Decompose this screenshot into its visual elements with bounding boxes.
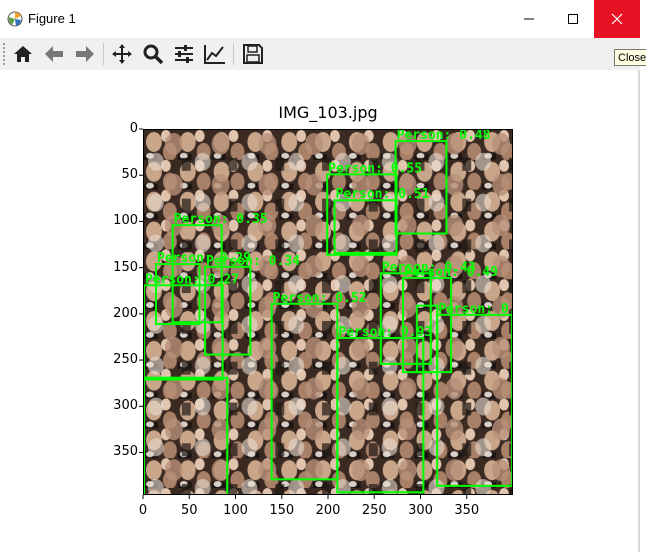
detection-box [144,284,224,381]
detections-layer: Person: 0.48 Person: 0.55 Person: 0.51 Pers… [144,130,513,494]
detection-box [436,313,512,487]
detection-box [333,199,398,254]
y-tick-label: 250 [113,352,138,368]
toolbar-separator [233,43,234,65]
window-titlebar: Figure 1 [0,0,646,38]
y-tick-label: 200 [113,305,138,321]
toolbar-separator [103,43,104,65]
detection-label: Person: 0.55 [328,161,422,176]
navigation-toolbar [0,38,640,70]
y-tick-label: 100 [113,213,138,229]
x-tick-label: 50 [180,503,198,518]
x-tick-label: 150 [269,503,295,518]
detection-label: Person: 0.29 [157,251,251,266]
maximize-button[interactable] [550,0,596,38]
pan-button[interactable] [109,41,135,67]
detection-label: Person: 0.52 [273,291,367,306]
detection-box [415,304,439,374]
window-border [638,70,640,552]
x-tick-label: 350 [454,503,480,518]
window-title: Figure 1 [28,11,76,26]
sliders-icon [175,45,193,63]
x-tick-label: 300 [408,503,433,518]
back-button[interactable] [41,41,67,67]
detection-label: Person: 0.43 [382,260,476,275]
forward-button[interactable] [72,41,98,67]
y-tick-label: 150 [113,259,138,275]
arrow-right-icon [76,46,94,62]
detection-label: Person: 0.48 [397,130,491,143]
home-icon [14,46,32,62]
x-tick-label: 0 [138,503,148,518]
matplotlib-icon [7,11,23,27]
close-icon [611,13,623,25]
detection-label: Person: 0.34 [206,254,300,269]
subplots-button[interactable] [171,41,197,67]
home-button[interactable] [10,41,36,67]
zoom-button[interactable] [140,41,166,67]
y-tick-label: 350 [113,444,138,460]
image-axes[interactable]: Person: 0.48 Person: 0.55 Person: 0.51 Pers… [143,129,513,495]
arrow-left-icon [45,46,63,62]
detection-box [379,272,432,365]
detection-box [171,224,223,324]
move-icon [112,44,132,64]
detection-label: Person: 0.93 [338,325,432,340]
detection-label: Person: 0.51 [336,187,430,202]
detection-box [336,336,425,494]
floppy-disk-icon [243,44,263,64]
edit-axis-button[interactable] [202,41,228,67]
x-tick-label: 100 [223,503,248,518]
line-chart-icon [204,45,225,64]
close-tooltip: Close [614,49,646,66]
y-tick-label: 50 [121,167,138,183]
detection-label: Person: 0.27 [145,272,239,287]
y-tick-label: 300 [113,398,138,414]
detection-label: Person: 0.35 [174,212,268,227]
x-tick-label: 200 [315,503,341,518]
maximize-icon [568,14,578,24]
magnifier-icon [143,44,164,65]
detection-label: Person: 0.49 [404,265,498,280]
toolbar-grip[interactable] [3,43,7,65]
detection-box [155,263,201,326]
close-button[interactable] [594,0,640,38]
x-tick-label: 250 [361,503,387,518]
save-button[interactable] [240,41,266,67]
y-tick-label: 0 [129,121,138,136]
detection-label: Person: 0. [438,302,513,317]
minimize-icon [524,18,534,20]
minimize-button[interactable] [506,0,552,38]
figure-title: IMG_103.jpg [278,103,378,122]
detection-box [144,376,229,494]
detection-box [204,265,252,356]
